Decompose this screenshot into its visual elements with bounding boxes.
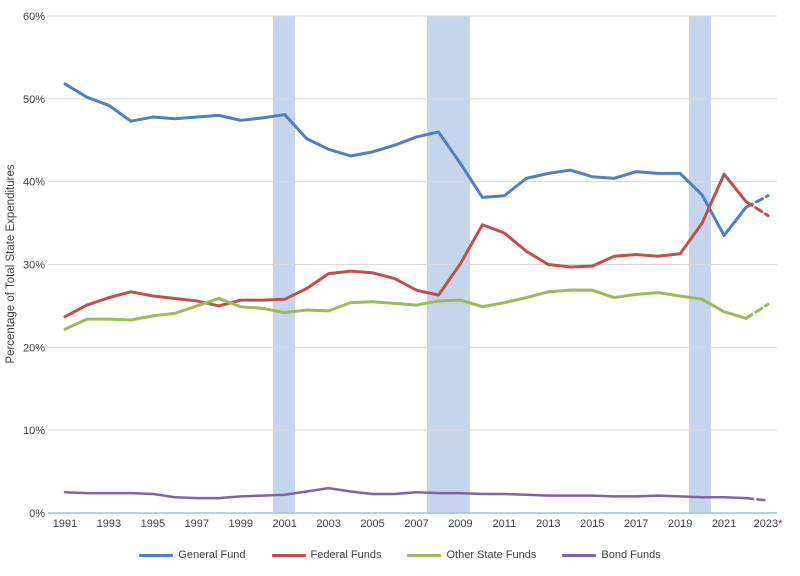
series-line-bond-funds — [63, 486, 748, 500]
x-tick-label: 2003 — [316, 518, 340, 530]
x-tick-label: 2009 — [448, 518, 472, 530]
y-tick-label: 60% — [23, 11, 45, 23]
series-dashed-segment-bond-funds — [744, 496, 770, 502]
y-tick-label: 10% — [23, 425, 45, 437]
x-tick-label: 2011 — [493, 518, 517, 530]
series-dashed-segment-federal-funds — [744, 200, 770, 218]
y-tick-label: 0% — [29, 508, 45, 520]
series-dashed-segment-other-state-funds — [744, 302, 770, 320]
x-tick-label: 1995 — [141, 518, 165, 530]
legend-item-general-fund: General Fund — [139, 549, 246, 561]
y-tick-label: 30% — [23, 260, 45, 272]
x-tick-label: 2015 — [580, 518, 604, 530]
y-tick-label: 40% — [23, 177, 45, 189]
y-tick-label: 20% — [23, 342, 45, 354]
x-tick-label: 2001 — [272, 518, 296, 530]
x-tick-label: 1991 — [53, 518, 77, 530]
series-dashed-segment-general-fund — [744, 194, 770, 209]
chart-legend: General Fund Federal Funds Other State Fun… — [0, 549, 800, 561]
legend-swatch-federal-funds — [271, 553, 306, 557]
legend-item-other-state-funds: Other State Funds — [407, 549, 536, 561]
y-axis-title: Percentage of Total State Expenditures — [5, 164, 17, 364]
x-tick-label: 2013 — [536, 518, 560, 530]
series-line-federal-funds — [63, 172, 748, 319]
x-tick-label: 2021 — [712, 518, 736, 530]
x-tick-label: 2007 — [404, 518, 428, 530]
legend-label: Bond Funds — [601, 549, 661, 561]
series-line-other-state-funds — [63, 288, 748, 331]
x-tick-label: 2023* — [754, 518, 783, 530]
legend-label: Federal Funds — [310, 549, 382, 561]
x-tick-label: 2017 — [624, 518, 648, 530]
x-tick-label: 1993 — [97, 518, 121, 530]
x-tick-label: 2005 — [360, 518, 384, 530]
legend-item-federal-funds: Federal Funds — [271, 549, 382, 561]
y-tick-label: 50% — [23, 94, 45, 106]
series-line-general-fund — [63, 82, 748, 238]
legend-swatch-bond-funds — [562, 553, 597, 557]
legend-swatch-other-state-funds — [407, 553, 442, 557]
legend-item-bond-funds: Bond Funds — [562, 549, 661, 561]
x-tick-label: 2019 — [668, 518, 692, 530]
x-tick-label: 1999 — [229, 518, 253, 530]
legend-swatch-general-fund — [139, 553, 174, 557]
x-tick-label: 1997 — [185, 518, 209, 530]
legend-label: Other State Funds — [446, 549, 537, 561]
legend-label: General Fund — [178, 549, 246, 561]
